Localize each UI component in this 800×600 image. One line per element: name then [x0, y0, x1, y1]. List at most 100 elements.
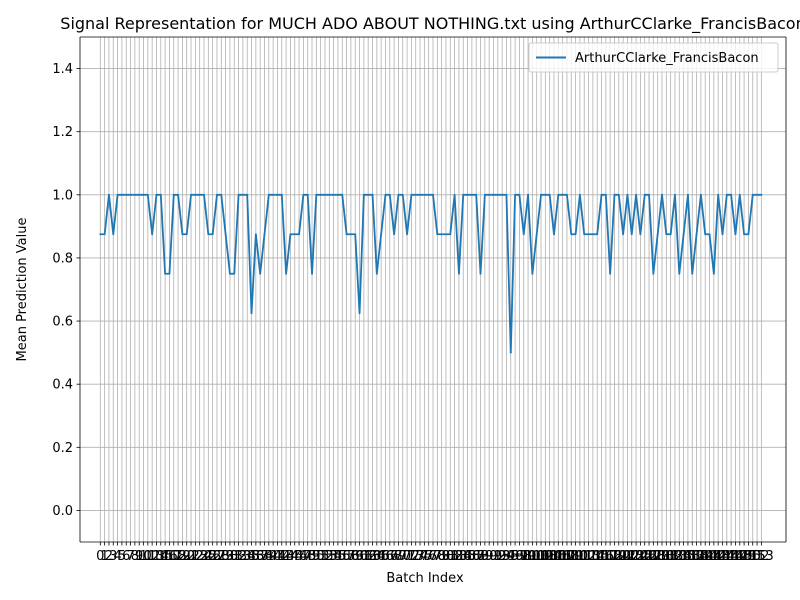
x-tick-label: 150 [736, 549, 761, 564]
data-point [501, 193, 504, 196]
x-tick-label: 92 [490, 549, 507, 564]
data-point [216, 193, 218, 196]
data-point [337, 193, 339, 196]
data-point [350, 233, 352, 236]
data-point [194, 193, 197, 196]
data-point [665, 233, 668, 236]
data-point [579, 193, 581, 196]
data-point [617, 193, 620, 196]
data-point [531, 272, 534, 275]
data-point [566, 193, 568, 196]
data-point [380, 233, 383, 236]
x-tick-label: 75 [416, 549, 433, 564]
x-tick-label: 149 [732, 549, 757, 564]
x-tick-label: 53 [321, 549, 338, 564]
x-tick-label: 40 [265, 549, 282, 564]
data-point [544, 193, 547, 196]
data-point [108, 193, 110, 196]
data-point [203, 193, 205, 196]
x-axis-ticks: 0123456789101112131415161718192021222324… [96, 542, 774, 564]
x-tick-label: 38 [256, 549, 273, 564]
x-tick-label: 45 [286, 549, 303, 564]
x-tick-label: 85 [459, 549, 476, 564]
data-point [224, 233, 227, 236]
x-tick-label: 144 [710, 549, 735, 564]
x-tick-label: 65 [373, 549, 390, 564]
data-point [237, 193, 240, 196]
x-tick-label: 87 [468, 549, 485, 564]
y-tick-label: 0.0 [52, 504, 73, 519]
x-tick-label: 2 [105, 549, 113, 564]
x-tick-label: 52 [317, 549, 334, 564]
data-point [116, 193, 119, 196]
data-point [332, 193, 335, 196]
data-point [121, 193, 123, 196]
data-point [596, 233, 599, 236]
data-point [345, 233, 348, 236]
x-tick-label: 10 [135, 549, 152, 564]
x-tick-label: 31 [226, 549, 243, 564]
data-point [112, 233, 115, 236]
x-tick-label: 101 [524, 549, 549, 564]
data-point [622, 233, 625, 236]
y-tick-label: 1.0 [52, 188, 73, 203]
data-point [159, 193, 162, 196]
x-tick-label: 96 [507, 549, 524, 564]
x-tick-label: 106 [546, 549, 571, 564]
data-point [738, 193, 741, 196]
data-point [445, 233, 447, 236]
data-point [721, 233, 724, 236]
y-tick-label: 0.8 [52, 251, 73, 266]
data-point [427, 193, 430, 196]
x-tick-label: 12 [144, 549, 161, 564]
data-point [146, 193, 149, 196]
x-tick-label: 57 [338, 549, 355, 564]
data-point [574, 233, 577, 236]
data-point [626, 193, 629, 196]
x-tick-label: 23 [191, 549, 208, 564]
x-tick-label: 95 [502, 549, 519, 564]
data-point [129, 193, 132, 196]
x-tick-label: 132 [658, 549, 683, 564]
x-tick-label: 91 [485, 549, 502, 564]
x-tick-label: 118 [598, 549, 623, 564]
x-tick-label: 26 [204, 549, 221, 564]
data-point [747, 233, 750, 236]
x-tick-label: 11 [140, 549, 157, 564]
data-point [458, 272, 460, 275]
data-point [522, 233, 525, 236]
data-point [661, 193, 663, 196]
x-tick-label: 15 [157, 549, 174, 564]
x-tick-label: 117 [593, 549, 618, 564]
x-tick-label: 1 [100, 549, 108, 564]
x-tick-label: 134 [667, 549, 692, 564]
data-point [496, 193, 499, 196]
data-point [211, 233, 214, 236]
x-tick-label: 51 [312, 549, 329, 564]
x-tick-label: 133 [663, 549, 688, 564]
x-tick-label: 27 [209, 549, 226, 564]
data-point [298, 233, 300, 236]
x-tick-label: 88 [472, 549, 489, 564]
x-tick-label: 143 [706, 549, 731, 564]
data-point [557, 193, 560, 196]
data-point [509, 351, 512, 354]
legend: ArthurCClarke_FrancisBacon [528, 42, 779, 73]
data-point [591, 233, 594, 236]
x-tick-label: 5 [118, 549, 126, 564]
x-tick-label: 98 [515, 549, 532, 564]
x-tick-label: 76 [420, 549, 437, 564]
data-point [440, 233, 443, 236]
data-point [362, 193, 365, 196]
data-point [289, 233, 292, 236]
data-point [358, 312, 361, 315]
data-point [155, 193, 158, 196]
data-point [181, 233, 184, 236]
x-tick-label: 130 [650, 549, 675, 564]
data-point [708, 233, 711, 236]
x-tick-label: 63 [364, 549, 381, 564]
data-point [293, 233, 296, 236]
y-tick-label: 1.4 [52, 62, 73, 77]
data-point [449, 233, 452, 236]
data-point [743, 233, 745, 236]
